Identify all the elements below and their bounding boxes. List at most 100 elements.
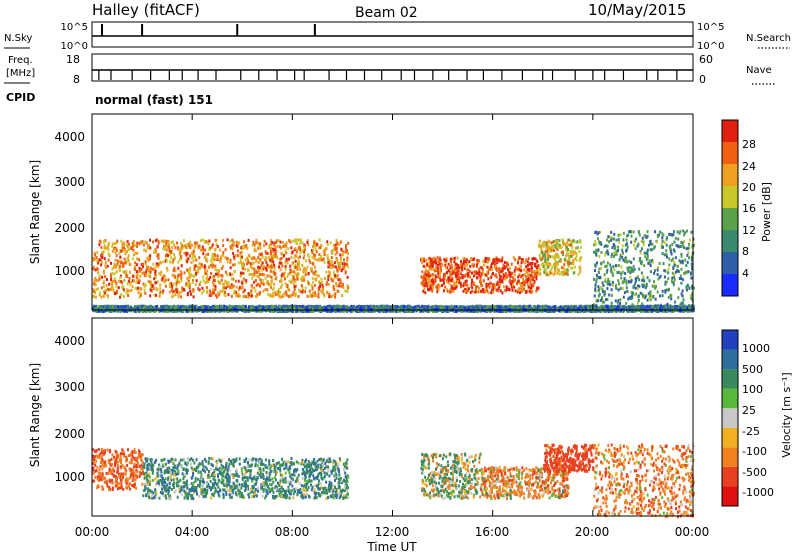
- power-cell-1-2099: [487, 282, 490, 286]
- power-cell-1-2145: [518, 256, 521, 260]
- power-cell-3-2568: [679, 229, 682, 233]
- power-cell-0-1311: [295, 272, 298, 276]
- power-cell-1-2032: [504, 277, 507, 281]
- power-cell-1-2075: [474, 271, 477, 275]
- power-cell-1-2122: [450, 257, 452, 261]
- power-cell-2-2297: [546, 252, 549, 256]
- power-cell-0-805: [339, 281, 342, 284]
- power-cell-0-850: [208, 239, 211, 243]
- power-cell-0-1182: [267, 292, 270, 296]
- freq-tick-low: 8: [73, 73, 80, 86]
- power-cell-0-716: [312, 271, 315, 275]
- power-cell-1-1843: [469, 264, 472, 268]
- power-cell-3-2812: [627, 233, 630, 237]
- power-cell-0-1110: [337, 278, 340, 282]
- power-cell-3-2618: [669, 233, 672, 237]
- power-cell-3-2585: [681, 289, 684, 293]
- power-cell-2-2492: [563, 257, 566, 261]
- power-cell-3-2930: [617, 299, 620, 303]
- power-cell-2-2472: [547, 239, 550, 243]
- power-cell-0-898: [128, 242, 130, 246]
- power-cell-2-2450: [553, 240, 555, 244]
- power-cell-0-685: [274, 252, 277, 256]
- power-cell-3-2577: [612, 264, 615, 268]
- power-cell-3-3031: [656, 240, 659, 244]
- power-cell-1-1638: [486, 289, 489, 293]
- power-cell-3-2517: [656, 265, 659, 269]
- power-cell-3-2680: [626, 234, 628, 238]
- power-cell-3-2988: [631, 303, 634, 307]
- power-cell-1-1741: [507, 268, 510, 272]
- power-cell-0-1499: [335, 281, 338, 285]
- power-cell-0-756: [291, 293, 294, 297]
- power-cell-0-880: [326, 290, 329, 294]
- power-cell-1-2087: [482, 263, 485, 267]
- power-cell-1-1760: [530, 270, 533, 273]
- power-cell-2-2419: [571, 266, 574, 270]
- power-cell-3-2621: [612, 243, 615, 246]
- power-cell-0-1458: [246, 256, 249, 260]
- power-cell-1-1979: [495, 264, 498, 268]
- power-cell-0-768: [274, 246, 277, 250]
- power-cell-0-314: [229, 258, 232, 262]
- power-cell-1-1972: [422, 275, 425, 279]
- power-cell-1-2137: [446, 271, 448, 274]
- power-cell-1-1857: [431, 257, 434, 261]
- freq-spikes: [98, 70, 678, 80]
- freq-label-2: [MHz]: [6, 68, 35, 79]
- power-cell-0-1401: [126, 244, 129, 248]
- power-cell-1-1968: [478, 270, 481, 274]
- power-cell-1-1580: [523, 268, 526, 272]
- power-cell-0-1057: [134, 268, 137, 272]
- power-cell-2-2411: [550, 267, 553, 271]
- power-cell-0-1055: [243, 288, 246, 292]
- power-cell-1-1949: [430, 259, 433, 263]
- power-cell-1-1724: [482, 259, 485, 263]
- power-cell-2-2431: [572, 239, 575, 243]
- power-cell-0-1054: [153, 250, 156, 254]
- power-cell-3-2917: [679, 274, 682, 278]
- power-cell-0-1199: [105, 266, 107, 269]
- power-cell-4-4325: [133, 305, 136, 308]
- power-cell-0-583: [98, 274, 101, 278]
- power-cell-0-995: [285, 241, 288, 245]
- power-cell-3-2918: [645, 284, 648, 288]
- power-cell-0-657: [267, 264, 270, 268]
- power-cell-0-166: [306, 294, 309, 298]
- power-cell-1-2080: [499, 283, 501, 287]
- power-cell-0-1427: [165, 266, 168, 270]
- power-cell-1-1807: [444, 263, 447, 267]
- power-cell-3-3045: [642, 283, 645, 287]
- power-cell-1-2009: [436, 256, 439, 260]
- power-cell-1-1818: [478, 287, 481, 291]
- power-cell-1-1913: [465, 258, 468, 262]
- power-cell-0-1236: [143, 285, 146, 289]
- power-cell-0-18: [189, 272, 192, 276]
- power-cell-3-2709: [648, 279, 651, 283]
- power-cell-3-2534: [637, 284, 639, 288]
- power-cell-1-1707: [471, 289, 474, 293]
- power-cell-1-1778: [424, 291, 427, 295]
- power-cell-1-2150: [535, 265, 538, 269]
- power-cell-3-2528: [676, 230, 679, 234]
- power-cell-2-2326: [566, 259, 569, 263]
- power-cell-0-931: [255, 284, 258, 287]
- noise-tick-high-right: 10^5: [697, 22, 724, 33]
- power-cell-0-1302: [343, 265, 346, 269]
- power-cell-2-2452: [559, 246, 562, 250]
- power-cell-0-972: [138, 258, 141, 262]
- power-cell-0-660: [303, 245, 305, 249]
- power-cell-0-331: [111, 242, 114, 246]
- power-cell-1-2140: [459, 283, 462, 286]
- power-cell-3-2729: [607, 277, 610, 281]
- power-cell-3-2634: [603, 300, 606, 304]
- power-cell-0-490: [93, 294, 96, 298]
- power-cell-3-2992: [629, 269, 631, 273]
- power-cell-0-602: [230, 246, 232, 250]
- power-cell-3-2656: [617, 279, 620, 283]
- power-cell-0-927: [254, 249, 257, 252]
- power-cell-1-2235: [461, 276, 464, 280]
- power-cell-0-870: [263, 273, 266, 277]
- power-cell-0-1151: [299, 248, 302, 251]
- power-cell-3-3075: [643, 294, 645, 298]
